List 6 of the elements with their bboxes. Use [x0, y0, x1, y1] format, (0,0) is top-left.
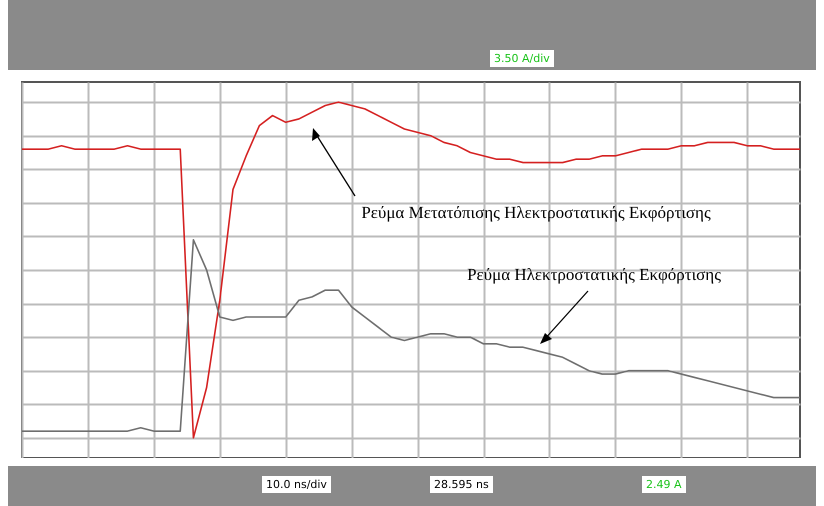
- annotation: Ρεύμα Ηλεκτροστατικής Εκφόρτισης: [467, 265, 722, 284]
- annotation: Ρεύμα Μετατόπισης Ηλεκτροστατικής Εκφόρτισης: [361, 203, 711, 222]
- text: 2.49 A: [642, 476, 686, 493]
- text: 28.595 ns: [430, 476, 493, 493]
- text: 3.50 A/div: [490, 50, 554, 67]
- text: 10.0 ns/div: [262, 476, 331, 493]
